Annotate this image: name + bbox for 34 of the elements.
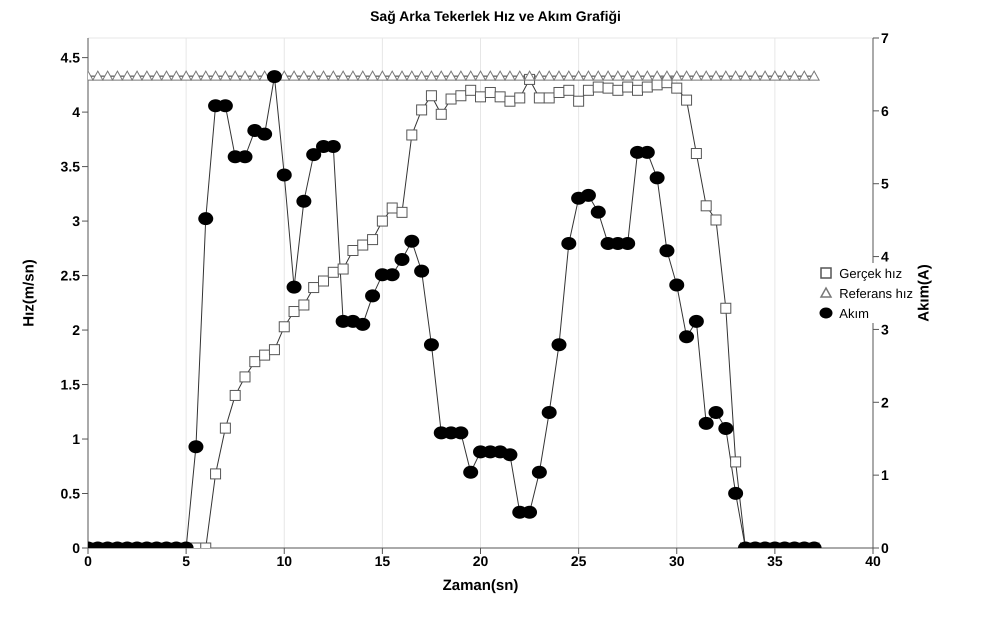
x-tick-label: 5 xyxy=(182,552,190,569)
legend-label: Akım xyxy=(839,306,869,320)
x-tick-label: 30 xyxy=(668,552,685,569)
x-tick-label: 15 xyxy=(374,552,390,569)
y2-tick-label: 3 xyxy=(881,321,889,338)
x-tick-label: 10 xyxy=(276,552,292,569)
y-tick-label: 2.5 xyxy=(60,268,80,284)
y-tick-label: 0 xyxy=(72,540,80,556)
legend-label: Referans hız xyxy=(839,286,913,300)
y-tick-label: 1 xyxy=(72,430,80,447)
x-tick-label: 40 xyxy=(865,552,881,569)
x-tick-label: 35 xyxy=(767,552,783,569)
y2-tick-label: 2 xyxy=(881,394,889,410)
y-tick-label: 4.5 xyxy=(60,50,80,66)
y2-tick-label: 1 xyxy=(881,467,889,484)
y-tick-label: 4 xyxy=(72,104,80,120)
chart-title: Sağ Arka Tekerlek Hız ve Akım Grafiği xyxy=(369,8,622,24)
x-tick-label: 0 xyxy=(84,552,92,569)
y-tick-label: 2 xyxy=(72,322,80,338)
x-tick-label: 25 xyxy=(570,552,587,569)
y2-axis-title: Akım(A) xyxy=(915,264,932,322)
x-axis-title: Zaman(sn) xyxy=(442,577,518,594)
legend-label: Gerçek hız xyxy=(839,266,902,280)
y2-tick-label: 6 xyxy=(881,102,889,119)
y2-tick-label: 4 xyxy=(881,248,889,265)
y2-tick-label: 7 xyxy=(881,30,889,46)
y-tick-label: 1.5 xyxy=(60,376,80,393)
x-tick-label: 20 xyxy=(472,552,488,569)
y2-tick-label: 0 xyxy=(881,540,889,556)
y-tick-label: 3.5 xyxy=(60,158,80,175)
y-tick-label: 0.5 xyxy=(60,485,80,502)
y-tick-label: 3 xyxy=(72,213,80,230)
y-axis-title: Hız(m/sn) xyxy=(20,259,38,327)
y2-tick-label: 5 xyxy=(881,176,889,192)
